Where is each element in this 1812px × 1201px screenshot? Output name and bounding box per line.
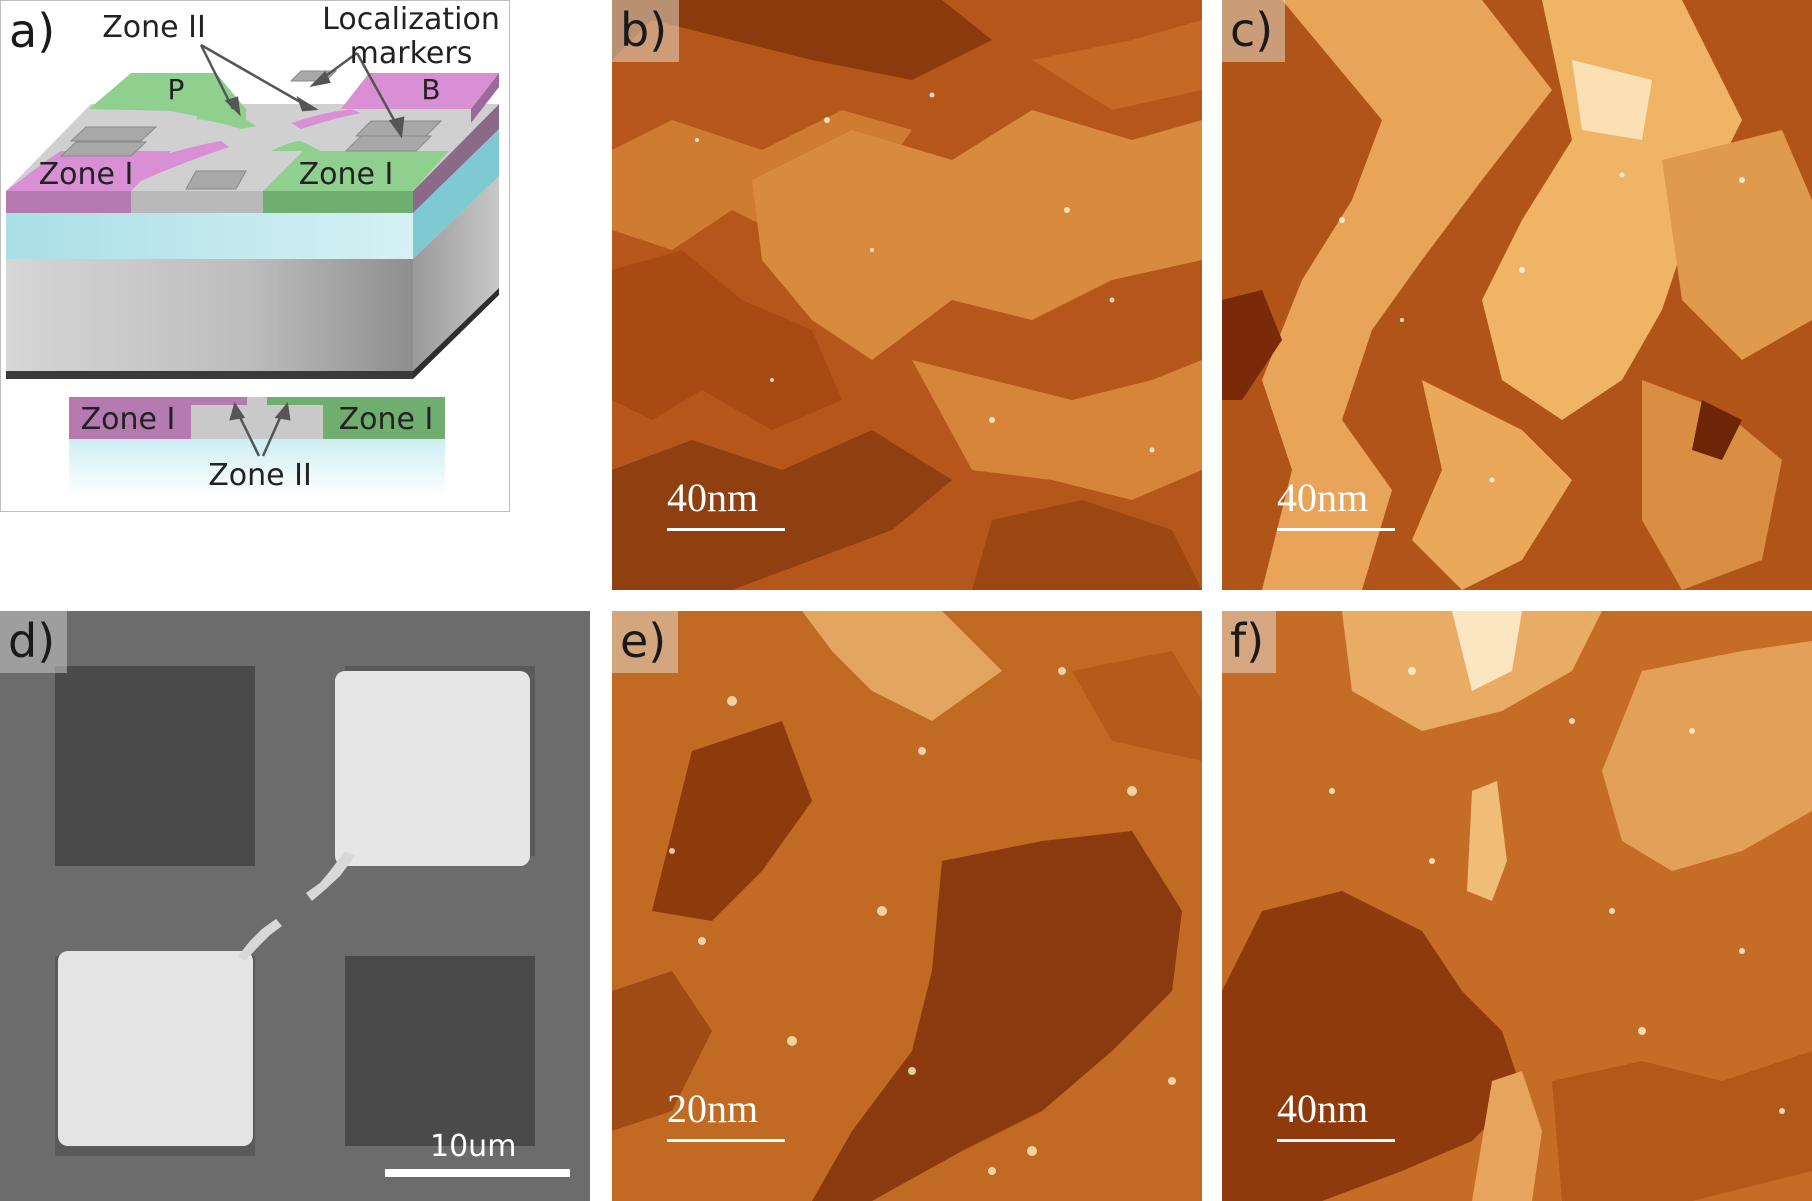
panel-a-label: a) xyxy=(9,4,56,58)
stm-topography-f xyxy=(1222,611,1812,1201)
scale-bar-c-line xyxy=(1277,528,1395,531)
zone1-left-top xyxy=(6,151,171,191)
label-section-zone2: Zone II xyxy=(208,458,312,493)
pad-b-top xyxy=(341,73,499,109)
panel-f-stm-image: f) 40nm xyxy=(1222,611,1812,1201)
film-front-green xyxy=(263,191,413,213)
sem-micrograph xyxy=(0,611,590,1201)
panel-d-label: d) xyxy=(0,611,68,673)
lead-bottom-left xyxy=(238,919,282,961)
panel-d-sem-image: d) 10um xyxy=(0,611,590,1201)
scale-bar-b-text: 40nm xyxy=(667,475,759,520)
panel-f-label: f) xyxy=(1222,611,1277,673)
panel-a-schematic: Zone II Localization markers P B Zone I … xyxy=(0,0,510,512)
contact-pad-top-right xyxy=(335,671,530,866)
scale-bar-b-line xyxy=(667,528,785,531)
zone2-b-finger xyxy=(291,109,361,129)
scale-bar-d-text: 10um xyxy=(430,1129,517,1164)
scale-bar-e-line xyxy=(667,1139,785,1142)
substrate-bottom-edge xyxy=(6,371,413,379)
label-pad-b: B xyxy=(421,73,440,106)
label-zone2-top: Zone II xyxy=(102,10,206,45)
scale-bar-d-line xyxy=(385,1169,570,1177)
oxide-layer-front xyxy=(6,213,413,259)
device-schematic: Zone II Localization markers P B Zone I … xyxy=(6,2,500,497)
stm-topography-e xyxy=(612,611,1202,1201)
panel-e-stm-image: e) 20nm xyxy=(612,611,1202,1201)
zone1-right-finger xyxy=(271,141,321,151)
zone1-left-finger xyxy=(131,141,229,181)
label-section-zone1-right: Zone I xyxy=(339,402,434,437)
stm-topography-b xyxy=(612,0,1202,590)
localization-markers xyxy=(59,70,443,190)
label-zone1-left: Zone I xyxy=(39,157,134,192)
substrate-front xyxy=(6,259,413,371)
substrate-side-edge xyxy=(413,288,499,379)
cross-section xyxy=(69,397,445,497)
panel-b-stm-image: b) 40nm xyxy=(612,0,1202,590)
film-side xyxy=(413,104,499,213)
label-localization-line1: Localization xyxy=(322,2,500,37)
panel-b-label: b) xyxy=(612,0,680,62)
annotation-arrows xyxy=(199,43,405,139)
lead-top-right xyxy=(306,851,355,901)
label-localization-line2: markers xyxy=(350,36,473,71)
scale-bar-f-line xyxy=(1277,1139,1395,1142)
scale-bar-c-text: 40nm xyxy=(1277,475,1369,520)
zone2-p-finger xyxy=(196,109,256,129)
panel-c-label: c) xyxy=(1222,0,1286,62)
film-front-pink xyxy=(6,191,131,213)
label-section-zone1-left: Zone I xyxy=(81,402,176,437)
pad-b-side xyxy=(471,73,499,123)
scale-bar-f-text: 40nm xyxy=(1277,1086,1369,1131)
oxide-layer-side xyxy=(413,129,499,259)
stm-topography-c xyxy=(1222,0,1812,590)
panel-c-stm-image: c) 40nm xyxy=(1222,0,1812,590)
scale-bar-e-text: 20nm xyxy=(667,1086,759,1131)
panel-e-label: e) xyxy=(612,611,679,673)
substrate-side xyxy=(413,176,499,371)
label-pad-p: P xyxy=(168,73,185,106)
label-zone1-right: Zone I xyxy=(299,157,394,192)
zone1-right-top xyxy=(263,151,449,191)
contact-pad-bottom-left xyxy=(58,951,253,1146)
